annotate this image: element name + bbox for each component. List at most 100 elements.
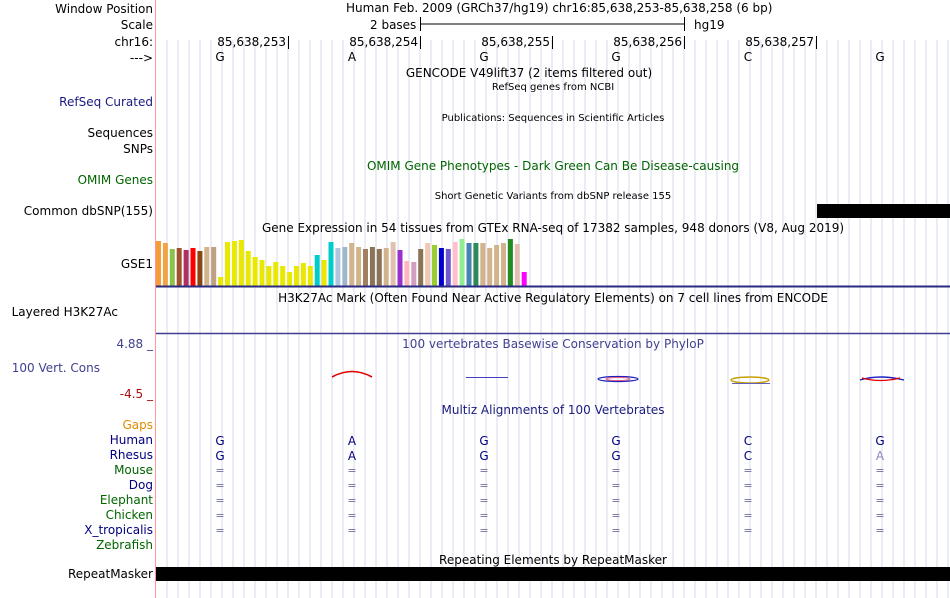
gtex-bar: [521, 272, 527, 286]
gtex-bar: [376, 249, 382, 286]
gtex-bar: [501, 243, 506, 286]
gtex-bar: [487, 248, 493, 286]
gtex-bar: [514, 244, 520, 286]
gtex-bar: [473, 243, 479, 286]
gtex-bar: [494, 245, 500, 286]
alignment-base: =: [743, 479, 753, 492]
species-label[interactable]: X_tropicalis: [84, 523, 153, 537]
gtex-bar: [307, 266, 313, 286]
gtex-bar: [432, 245, 437, 286]
base: G: [479, 50, 489, 64]
species-label[interactable]: Chicken: [105, 508, 153, 522]
gtex-bar: [342, 247, 348, 286]
alignment-base: =: [743, 464, 753, 477]
repeat-label[interactable]: RepeatMasker: [67, 567, 153, 581]
refseq-subtitle: RefSeq genes from NCBI: [491, 82, 615, 93]
alignment-base: G: [875, 434, 885, 448]
alignment-base: C: [743, 434, 753, 448]
gtex-bar: [466, 243, 472, 286]
omim-title[interactable]: OMIM Gene Phenotypes - Dark Green Can Be…: [366, 159, 740, 173]
cons-glyph: [597, 375, 639, 383]
gtex-bar: [183, 250, 189, 286]
alignment-base: =: [215, 479, 225, 492]
gtex-bar: [363, 249, 368, 286]
alignment-base: =: [611, 524, 621, 537]
gtex-bar: [425, 243, 431, 286]
gtex-bar: [176, 248, 182, 286]
gtex-bar: [397, 250, 403, 286]
alignment-base: A: [875, 449, 885, 463]
gtex-bar: [452, 242, 458, 286]
gtex-bar: [252, 257, 258, 286]
gtex-bar: [438, 248, 444, 286]
alignment-base: =: [875, 479, 885, 492]
gtex-bar: [507, 239, 513, 286]
alignment-base: G: [611, 434, 621, 448]
dbsnp-title: Short Genetic Variants from dbSNP releas…: [434, 191, 672, 202]
scale-label: Scale: [120, 18, 153, 32]
cons-title[interactable]: 100 vertebrates Basewise Conservation by…: [402, 337, 704, 351]
gtex-bar: [287, 272, 293, 286]
species-label[interactable]: Mouse: [114, 463, 153, 477]
species-label[interactable]: Zebrafish: [96, 538, 153, 552]
gtex-bar: [190, 248, 196, 286]
gtex-bar: [328, 242, 334, 286]
gtex-bar: [390, 242, 396, 286]
alignment-base: G: [611, 449, 621, 463]
alignment-base: G: [479, 434, 489, 448]
alignment-base: G: [215, 434, 225, 448]
species-label[interactable]: Dog: [128, 478, 153, 492]
refseq-label[interactable]: RefSeq Curated: [59, 95, 153, 109]
gtex-bar: [218, 277, 224, 286]
alignment-base: C: [743, 449, 753, 463]
alignment-base: =: [347, 479, 357, 492]
gtex-label[interactable]: GSE1: [120, 257, 153, 271]
multiz-title[interactable]: Multiz Alignments of 100 Vertebrates: [441, 403, 665, 417]
gtex-bar: [294, 266, 299, 286]
gtex-bar: [280, 266, 286, 286]
ruler-position: 85,638,253: [217, 35, 286, 49]
gencode-title[interactable]: GENCODE V49lift37 (2 items filtered out): [405, 66, 653, 80]
gtex-title[interactable]: Gene Expression in 54 tissues from GTEx …: [261, 221, 845, 235]
species-label[interactable]: Elephant: [99, 493, 153, 507]
gtex-bar: [335, 248, 341, 286]
window-position-label: Window Position: [55, 2, 153, 16]
cons-min-label: -4.5 _: [119, 387, 153, 401]
gtex-bar: [204, 247, 210, 286]
alignment-base: =: [347, 494, 357, 507]
cons-label[interactable]: 100 Vert. Cons: [11, 361, 100, 375]
species-label[interactable]: Rhesus: [109, 448, 153, 462]
species-label[interactable]: Gaps: [122, 418, 153, 432]
gtex-bar: [300, 263, 306, 286]
h3k27-label[interactable]: Layered H3K27Ac: [11, 305, 118, 319]
alignment-base: G: [479, 449, 489, 463]
gtex-bar: [169, 249, 175, 286]
sequences-label[interactable]: Sequences: [87, 126, 153, 140]
omim-label[interactable]: OMIM Genes: [77, 173, 153, 187]
alignment-base: =: [611, 479, 621, 492]
gtex-bar: [480, 243, 486, 286]
alignment-base: =: [215, 464, 225, 477]
repeat-title[interactable]: Repeating Elements by RepeatMasker: [439, 553, 667, 567]
base: G: [611, 50, 621, 64]
base: A: [347, 50, 357, 64]
alignment-base: =: [743, 524, 753, 537]
cons-glyph: [861, 377, 901, 382]
gtex-bar: [231, 241, 237, 286]
gtex-bar: [245, 251, 251, 286]
alignment-base: =: [215, 509, 225, 522]
species-label[interactable]: Human: [109, 433, 153, 447]
gtex-bar: [411, 262, 417, 286]
dbsnp-label[interactable]: Common dbSNP(155): [23, 204, 153, 218]
alignment-base: =: [347, 524, 357, 537]
snps-label[interactable]: SNPs: [123, 142, 153, 156]
h3k27-title[interactable]: H3K27Ac Mark (Often Found Near Active Re…: [278, 291, 828, 305]
cons-glyph: [605, 377, 631, 381]
gtex-bar: [404, 261, 410, 286]
gtex-bar: [369, 247, 375, 286]
gtex-bar: [445, 249, 451, 286]
alignment-base: =: [611, 464, 621, 477]
ruler-position: 85,638,255: [481, 35, 550, 49]
cons-glyph: [859, 376, 905, 381]
